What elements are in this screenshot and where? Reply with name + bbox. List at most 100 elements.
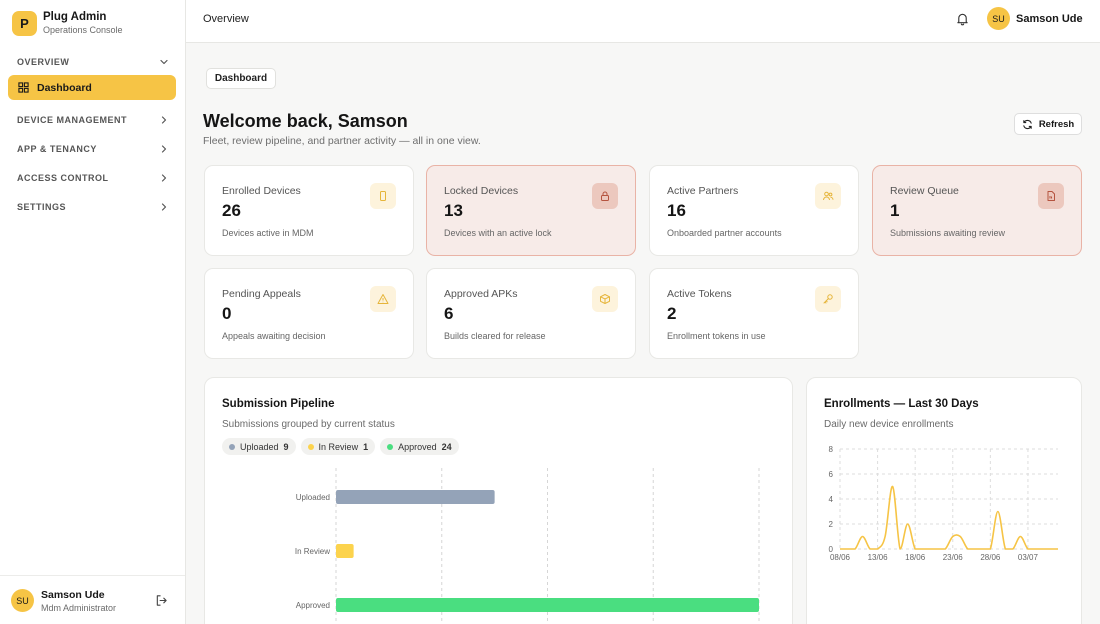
nav-section-app-tenancy[interactable]: APP & TENANCY	[8, 138, 178, 160]
enrollments-panel: Enrollments — Last 30 Days Daily new dev…	[806, 377, 1082, 624]
chevron-right-icon	[161, 174, 167, 182]
stat-icon-box	[592, 183, 618, 209]
stat-card-active-tokens[interactable]: Active Tokens 2 Enrollment tokens in use	[649, 268, 859, 359]
x-tick-label: 28/06	[980, 553, 1001, 562]
brand-logo: P	[12, 10, 37, 36]
stat-value: 1	[890, 201, 900, 220]
legend-count: 1	[363, 441, 369, 452]
tab-dashboard[interactable]: Dashboard	[206, 68, 276, 89]
lock-icon	[601, 191, 609, 201]
sidebar-item-dashboard[interactable]: Dashboard	[8, 75, 176, 100]
x-tick-label: 23/06	[943, 553, 964, 562]
bar-in-review	[336, 544, 354, 558]
avatar: SU	[11, 589, 34, 612]
bar-category-label: Uploaded	[296, 493, 330, 502]
legend-dot	[307, 443, 314, 450]
panel-title: Submission Pipeline	[222, 398, 335, 410]
y-tick-label: 4	[829, 495, 834, 504]
warning-icon	[377, 294, 389, 304]
legend-label: In Review	[318, 441, 359, 452]
stat-label: Enrolled Devices	[222, 185, 301, 197]
grid-icon	[18, 82, 29, 93]
document-icon	[1047, 191, 1055, 201]
logout-icon[interactable]	[155, 594, 168, 607]
nav-section-access-control[interactable]: ACCESS CONTROL	[8, 167, 178, 189]
stat-card-review-queue[interactable]: Review Queue 1 Submissions awaiting revi…	[872, 165, 1082, 256]
legend-chip-approved[interactable]: Approved 24	[380, 438, 459, 455]
brand[interactable]: P Plug Admin Operations Console	[12, 10, 123, 36]
panel-subtitle: Submissions grouped by current status	[222, 419, 395, 430]
stat-icon-box	[815, 183, 841, 209]
stat-icon-box	[370, 286, 396, 312]
nav-section-label: DEVICE MANAGEMENT	[17, 115, 128, 125]
key-icon	[823, 294, 833, 304]
stat-description: Enrollment tokens in use	[667, 331, 766, 341]
user-menu[interactable]: SU Samson Ude	[987, 7, 1083, 30]
stat-value: 13	[444, 201, 463, 220]
avatar: SU	[987, 7, 1010, 30]
x-tick-label: 03/07	[1018, 553, 1039, 562]
package-icon	[600, 294, 610, 304]
bar-category-label: Approved	[296, 601, 330, 610]
y-tick-label: 2	[829, 520, 834, 529]
y-tick-label: 8	[829, 445, 834, 454]
legend-dot	[229, 443, 235, 450]
stat-value: 0	[222, 304, 232, 323]
enrollments-series-line	[839, 485, 1058, 550]
bell-icon[interactable]	[956, 12, 969, 26]
page-title: Welcome back, Samson	[203, 111, 408, 131]
stat-description: Builds cleared for release	[444, 331, 546, 341]
panel-subtitle: Daily new device enrollments	[824, 419, 954, 430]
nav-section-label: APP & TENANCY	[17, 144, 97, 154]
nav-section-label: ACCESS CONTROL	[17, 173, 109, 183]
stat-value: 2	[667, 304, 677, 323]
legend-label: Uploaded	[240, 441, 279, 452]
stat-icon-box	[1038, 183, 1064, 209]
chevron-down-icon	[160, 59, 168, 65]
stat-icon-box	[592, 286, 618, 312]
nav-section-overview[interactable]: OVERVIEW	[8, 51, 178, 73]
stat-label: Active Tokens	[667, 288, 732, 300]
stat-label: Review Queue	[890, 185, 959, 197]
stat-card-pending-appeals[interactable]: Pending Appeals 0 Appeals awaiting decis…	[204, 268, 414, 359]
stat-description: Devices active in MDM	[222, 228, 314, 238]
pipeline-bar-chart: Uploaded In Review Approved	[295, 468, 760, 624]
chevron-right-icon	[161, 203, 167, 211]
x-tick-label: 13/06	[868, 553, 889, 562]
nav-section-label: SETTINGS	[17, 202, 67, 212]
stat-card-locked-devices[interactable]: Locked Devices 13 Devices with an active…	[426, 165, 636, 256]
bar-uploaded	[336, 490, 495, 504]
stat-description: Onboarded partner accounts	[667, 228, 782, 238]
stat-icon-box	[815, 286, 841, 312]
x-tick-label: 18/06	[905, 553, 926, 562]
chevron-right-icon	[161, 116, 167, 124]
legend-dot	[387, 443, 394, 450]
bar-category-label: In Review	[295, 547, 330, 556]
x-tick-label: 08/06	[830, 553, 851, 562]
user-name: Samson Ude	[1016, 12, 1083, 25]
bar-approved	[336, 598, 759, 612]
stat-label: Active Partners	[667, 185, 739, 197]
refresh-icon	[1023, 119, 1032, 129]
stat-label: Approved APKs	[444, 288, 518, 300]
stat-icon-box	[370, 183, 396, 209]
stat-description: Devices with an active lock	[444, 228, 552, 238]
users-icon	[823, 191, 834, 201]
brand-title: Plug Admin	[43, 11, 107, 23]
nav-section-settings[interactable]: SETTINGS	[8, 196, 178, 218]
stat-label: Locked Devices	[444, 185, 519, 197]
legend-chip-in-review[interactable]: In Review 1	[300, 438, 376, 455]
brand-subtitle: Operations Console	[43, 25, 123, 35]
nav-section-device-management[interactable]: DEVICE MANAGEMENT	[8, 109, 178, 131]
stat-card-enrolled-devices[interactable]: Enrolled Devices 26 Devices active in MD…	[204, 165, 414, 256]
y-tick-label: 6	[829, 470, 834, 479]
panel-title: Enrollments — Last 30 Days	[824, 398, 979, 410]
pipeline-panel: Submission Pipeline Submissions grouped …	[204, 377, 793, 624]
sidebar-user: SU Samson Ude Mdm Administrator	[0, 575, 185, 624]
refresh-button[interactable]: Refresh	[1014, 113, 1082, 135]
page-subtitle: Fleet, review pipeline, and partner acti…	[203, 135, 481, 147]
stat-card-active-partners[interactable]: Active Partners 16 Onboarded partner acc…	[649, 165, 859, 256]
legend-chip-uploaded[interactable]: Uploaded 9	[222, 438, 296, 455]
stat-card-approved-apks[interactable]: Approved APKs 6 Builds cleared for relea…	[426, 268, 636, 359]
user-name: Samson Ude	[41, 589, 105, 601]
